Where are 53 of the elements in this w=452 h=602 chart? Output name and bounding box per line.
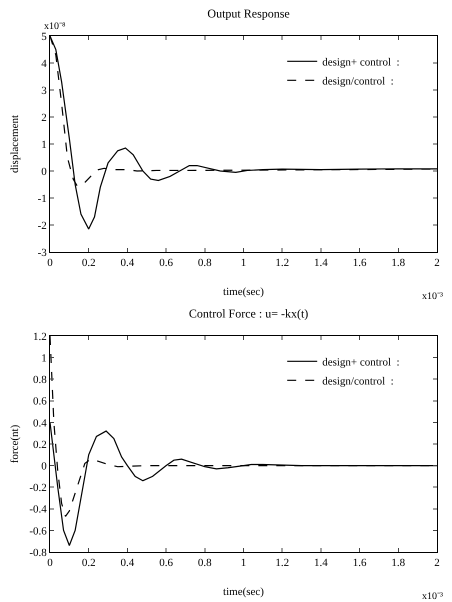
legend-label: design+ control : [322, 56, 400, 69]
y-tick-label: 1 [41, 138, 47, 151]
x-tick-label: 0.8 [198, 557, 212, 570]
legend-label: design+ control : [322, 356, 400, 369]
y-tick-label: 0.8 [33, 374, 48, 386]
y-tick-label: -0.6 [29, 525, 48, 538]
x-tick-label: 0.6 [159, 557, 174, 570]
x-tick-label: 0.6 [159, 257, 174, 270]
y-tick-label: 0 [41, 460, 48, 472]
x-tick-label: 1.6 [352, 557, 367, 570]
y-tick-label: -0.4 [29, 504, 48, 516]
y-tick-label: 3 [41, 84, 48, 97]
x-tick-label: 0.4 [120, 257, 135, 270]
x-tick-label: 1.4 [314, 557, 328, 570]
x-tick-label: 1.6 [352, 257, 367, 270]
x-tick-label: 0.2 [82, 557, 96, 570]
text: x10⁻³ [422, 291, 443, 302]
y-tick-label: -0.2 [29, 482, 47, 494]
y-axis-title: displacement [9, 114, 21, 174]
x-tick-label: 1.8 [391, 557, 406, 570]
y-tick-label: -0.8 [29, 546, 48, 559]
y-tick-label: 1.2 [33, 330, 47, 343]
y-tick-label: 0.4 [33, 417, 48, 430]
y-tick-label: 1 [41, 352, 47, 364]
x-axis-title: time(sec) [223, 286, 264, 298]
x-tick-label: 1.8 [391, 257, 406, 270]
x-tick-label: 0.4 [120, 557, 135, 570]
y-tick-label: 0.2 [33, 438, 47, 451]
text: x10⁻⁸ [44, 21, 66, 32]
x-axis-title: time(sec) [223, 586, 264, 598]
x-tick-label: 2 [434, 557, 440, 570]
y-tick-label: 0 [41, 166, 48, 178]
y-tick-label: 5 [41, 30, 48, 43]
y-tick-label: -1 [38, 192, 47, 205]
legend-label: design/control : [322, 376, 394, 388]
x-tick-label: 2 [434, 257, 440, 270]
y-axis-title: force(nt) [9, 424, 21, 464]
x-tick-label: 1.4 [314, 257, 328, 270]
chart-title: Control Force : u= -kx(t) [188, 306, 308, 320]
x-tick-label: 1 [240, 557, 246, 570]
legend-label: design/control : [322, 76, 394, 88]
x-tick-label: 1 [240, 257, 246, 270]
y-tick-label: 0.6 [33, 396, 48, 408]
y-tick-label: -3 [38, 246, 48, 259]
x-tick-label: 0.2 [82, 257, 96, 270]
y-tick-label: 2 [41, 112, 47, 124]
chart-title: Output Response [207, 6, 290, 20]
x-tick-label: 1.2 [275, 257, 290, 270]
text: x10⁻³ [422, 591, 443, 602]
x-tick-label: 0.8 [198, 257, 212, 270]
y-tick-label: -2 [38, 220, 47, 232]
y-tick-label: 4 [41, 58, 48, 70]
x-tick-label: 1.2 [275, 557, 290, 570]
